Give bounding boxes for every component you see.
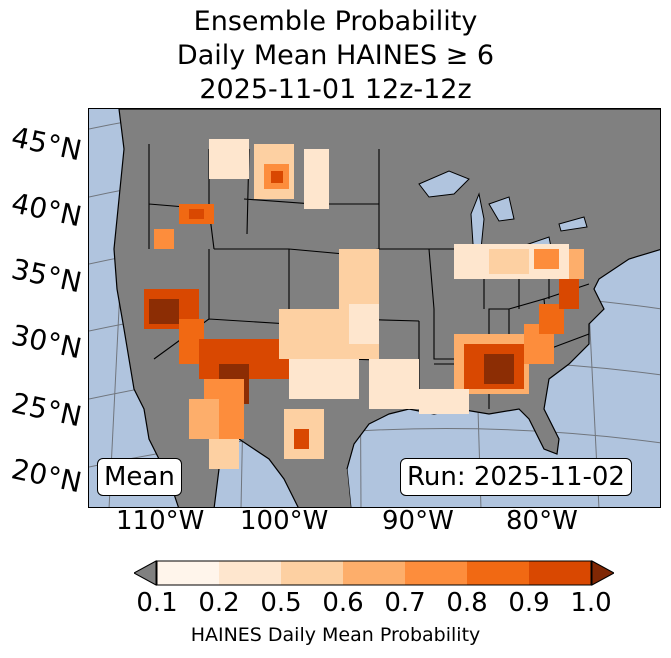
colorbar-tick-1: 0.2 (198, 588, 240, 618)
colorbar-tick-7: 1.0 (570, 588, 612, 618)
colorbar-cell-1 (219, 561, 281, 585)
lat-label-30: 30°N (8, 318, 85, 366)
lat-label-35: 35°N (8, 252, 85, 300)
colorbar-cell-0 (157, 561, 219, 585)
lat-label-20: 20°N (8, 452, 85, 500)
colorbar-over-arrow (591, 560, 614, 586)
colorbar-cell-4 (405, 561, 467, 585)
lat-label-40: 40°N (8, 186, 85, 234)
lat-label-25: 25°N (8, 386, 85, 434)
colorbar-cell-3 (343, 561, 405, 585)
colorbar-label: HAINES Daily Mean Probability (190, 624, 481, 646)
lon-label-80: 80°W (506, 506, 578, 536)
lat-label-45: 45°N (8, 120, 85, 168)
colorbar-cell-6 (529, 561, 591, 585)
colorbar-border (156, 560, 592, 586)
colorbar-cell-2 (281, 561, 343, 585)
colorbar-tick-4: 0.7 (384, 588, 426, 618)
colorbar-tick-5: 0.8 (446, 588, 488, 618)
title-line-3: 2025-11-01 12z-12z (199, 74, 472, 105)
probability-field (144, 139, 584, 469)
title-line-2: Daily Mean HAINES ≥ 6 (176, 40, 495, 71)
colorbar-tick-2: 0.5 (260, 588, 302, 618)
map-svg (89, 109, 660, 507)
run-box: Run: 2025-11-02 (400, 458, 632, 496)
lon-label-90: 90°W (382, 506, 454, 536)
colorbar (134, 560, 614, 586)
colorbar-cells (156, 560, 592, 586)
lon-label-100: 100°W (240, 506, 329, 536)
mexico-east-land (301, 469, 351, 507)
colorbar-tick-3: 0.6 (322, 588, 364, 618)
title-line-1: Ensemble Probability (193, 6, 478, 37)
colorbar-tick-0: 0.1 (136, 588, 178, 618)
colorbar-tick-6: 0.9 (508, 588, 550, 618)
colorbar-cell-5 (467, 561, 529, 585)
lon-label-110: 110°W (116, 506, 205, 536)
map-panel (88, 108, 661, 508)
mean-box: Mean (97, 458, 182, 496)
colorbar-under-arrow (134, 560, 157, 586)
